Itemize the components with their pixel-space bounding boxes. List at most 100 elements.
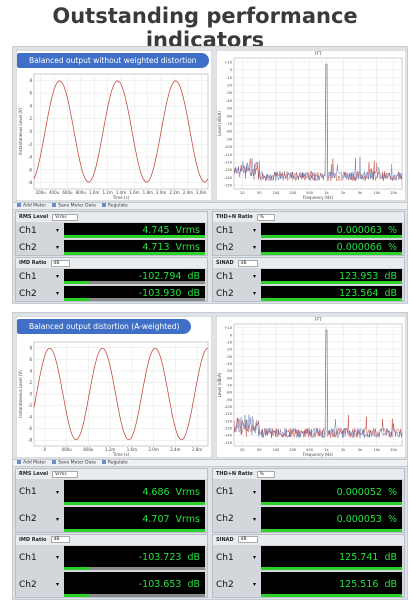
dropdown-arrow[interactable]: ▾	[56, 581, 60, 589]
y-tick-label: -4	[28, 415, 32, 420]
x-tick-label: 1.8m	[143, 190, 153, 195]
meter-value: 4.686	[142, 486, 170, 498]
dropdown-arrow[interactable]: ▾	[56, 244, 60, 251]
y-tick-label: 6	[29, 357, 32, 362]
meter-unit: dB	[187, 271, 200, 282]
x-tick-label: 2k	[341, 191, 346, 195]
channel-label: Ch2	[216, 514, 234, 525]
y-tick-label: 0	[230, 68, 233, 72]
gauge-track	[64, 594, 205, 597]
meter: SINAD dB Ch1 ▾ 123.953 dB Ch2 ▾ 123.564 dB	[212, 257, 405, 302]
y-tick-label: -150	[224, 184, 233, 188]
dropdown-arrow[interactable]: ▾	[253, 488, 257, 496]
channel-label: Ch1	[19, 552, 37, 563]
dropdown-arrow[interactable]: ▾	[253, 227, 257, 234]
meter-unit: Vrms	[175, 486, 200, 498]
y-tick-label: -90	[226, 137, 233, 141]
x-tick-label: 600u	[62, 190, 73, 195]
y-tick-label: -50	[226, 369, 233, 373]
channel-label: Ch1	[216, 487, 234, 498]
meter-row: Ch1 ▾ 4.686 Vrms	[16, 479, 207, 506]
channel-label: Ch2	[19, 579, 37, 590]
dropdown-arrow[interactable]: ▾	[253, 581, 257, 589]
meter-unit: dB	[187, 288, 200, 299]
channel-label: Ch2	[216, 288, 234, 299]
x-tick-label: 2.4m	[170, 447, 180, 452]
meter-value: -102.794	[138, 271, 182, 282]
channel-label: Ch1	[19, 487, 37, 498]
x-tick-label: 2.0m	[148, 447, 158, 452]
dropdown-arrow[interactable]: ▾	[56, 554, 60, 562]
meter-unit: %	[387, 225, 397, 236]
x-tick-label: 1.2m	[102, 190, 112, 195]
toolbar-button[interactable]: Regulate	[102, 460, 128, 466]
gauge-bar	[261, 281, 402, 284]
meter-row: Ch1 ▾ 4.745 Vrms	[16, 222, 207, 239]
toolbar-button[interactable]: Add Meter	[17, 203, 46, 209]
meter-row: Ch2 ▾ -103.930 dB	[16, 285, 207, 302]
waveform-plot: 8 6 4 2 0 -2 -4 -6 -8 0 400u 800u 1.2m 1.6m 2.0m 2.4m 2.…	[16, 316, 212, 458]
y-tick-label: -140	[224, 434, 233, 438]
dropdown-arrow[interactable]: ▾	[253, 290, 257, 297]
meter-value: -103.930	[138, 288, 182, 299]
toolbar-button[interactable]: Save Meter Data	[52, 203, 96, 209]
x-axis-label: Frequency (Hz)	[303, 452, 334, 457]
meter-display: 4.707 Vrms	[64, 506, 205, 532]
y-tick-label: 0	[29, 129, 32, 134]
meter-display: 4.745 Vrms	[64, 223, 205, 238]
y-tick-label: 4	[29, 368, 32, 373]
dropdown-arrow[interactable]: ▾	[56, 227, 60, 234]
gauge-bar	[261, 567, 402, 571]
x-tick-label: 800u	[83, 447, 94, 452]
toolbar-button[interactable]: Add Meter	[17, 460, 46, 466]
meter: RMS Level Vrms Ch1 ▾ 4.745 Vrms Ch2 ▾ 4.713 Vrms	[15, 211, 208, 256]
dropdown-arrow[interactable]: ▾	[253, 554, 257, 562]
meter-name: RMS Level	[19, 214, 49, 220]
channel-label: Ch1	[19, 271, 37, 282]
y-tick-label: -6	[28, 426, 32, 431]
x-tick-label: 2.0m	[156, 190, 166, 195]
channel-label: Ch1	[19, 225, 37, 236]
gauge-bar	[64, 501, 205, 505]
toolbar-button[interactable]: Save Meter Data	[52, 460, 96, 466]
meter-header: THD+N Ratio%	[213, 212, 404, 222]
x-tick-label: 1k	[324, 191, 329, 195]
y-tick-label: 2	[29, 380, 32, 385]
toolbar-button[interactable]: Regulate	[102, 203, 128, 209]
gauge-bar	[64, 528, 205, 532]
meter-value: 4.707	[142, 513, 170, 525]
meter-value: 123.564	[339, 288, 379, 299]
meter-row: Ch2 ▾ -103.653 dB	[16, 571, 207, 598]
x-tick-label: 200	[289, 191, 297, 195]
fft-trace	[233, 329, 403, 439]
y-tick-label: -150	[224, 441, 233, 445]
x-tick-label: 20	[240, 448, 245, 452]
meter-unit-select[interactable]: %	[256, 213, 275, 221]
dropdown-arrow[interactable]: ▾	[56, 515, 60, 523]
x-tick-label: 400u	[62, 447, 73, 452]
dropdown-arrow[interactable]: ▾	[253, 515, 257, 523]
meter-unit: dB	[384, 552, 397, 564]
meter-unit-select[interactable]: Vrms	[52, 213, 78, 221]
meter-unit-select[interactable]: dB	[237, 259, 258, 267]
dropdown-arrow[interactable]: ▾	[253, 273, 257, 280]
meter-row: Ch2 ▾ 0.000066%	[213, 239, 404, 256]
waveform-plot: 8 6 4 2 0 -2 -4 -6 -8 200u 400u 600u 800u 1.0m 1.2m 1.4…	[16, 50, 212, 201]
y-tick-label: -80	[226, 391, 233, 395]
meter-display: 123.953 dB	[261, 269, 402, 284]
dropdown-arrow[interactable]: ▾	[56, 488, 60, 496]
meter-unit-select[interactable]: dB	[237, 536, 258, 543]
meter-unit-select[interactable]: dB	[50, 259, 71, 267]
dropdown-arrow[interactable]: ▾	[56, 290, 60, 297]
meter-unit-select[interactable]: Vrms	[52, 470, 78, 478]
meter-value: 0.000066	[336, 242, 382, 253]
meter-value: -103.723	[138, 552, 182, 564]
dropdown-arrow[interactable]: ▾	[253, 244, 257, 251]
channel-label: Ch2	[216, 579, 234, 590]
meter-unit-select[interactable]: %	[256, 470, 275, 478]
x-tick-label: 200	[289, 448, 297, 452]
dropdown-arrow[interactable]: ▾	[56, 273, 60, 280]
y-tick-label: -2	[28, 142, 32, 147]
meter-unit-select[interactable]: dB	[50, 536, 71, 543]
x-tick-label: 1.0m	[89, 190, 99, 195]
